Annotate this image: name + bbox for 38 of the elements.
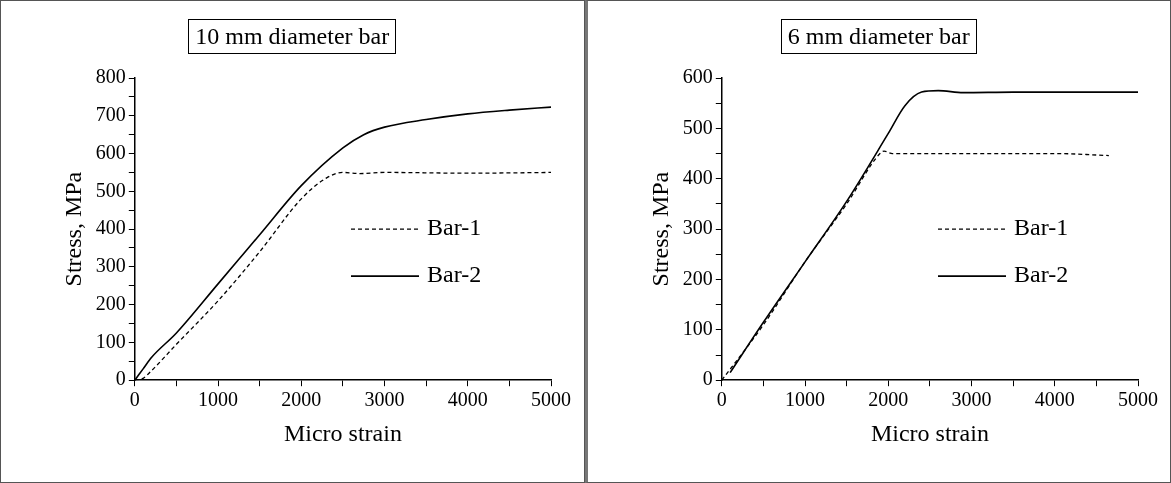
- y-tick-label: 400: [682, 165, 713, 188]
- y-tick-label: 600: [95, 140, 126, 163]
- y-tick-label: 400: [95, 216, 126, 239]
- x-axis-title: Micro strain: [283, 419, 402, 446]
- x-tick-label: 1000: [784, 388, 825, 411]
- x-axis-title: Micro strain: [870, 419, 989, 446]
- x-tick-label: 3000: [364, 388, 405, 411]
- y-tick-label: 100: [95, 329, 126, 352]
- y-tick-label: 600: [682, 65, 713, 88]
- x-tick-label: 4000: [447, 388, 488, 411]
- x-tick-label: 5000: [531, 388, 571, 411]
- x-tick-label: 4000: [1034, 388, 1075, 411]
- y-tick-label: 100: [682, 317, 713, 340]
- legend-label: Bar-2: [1013, 261, 1068, 288]
- y-tick-label: 500: [682, 115, 713, 138]
- x-tick-label: 2000: [281, 388, 322, 411]
- y-tick-label: 800: [95, 65, 126, 88]
- legend-label: Bar-1: [427, 214, 482, 241]
- x-tick-label: 0: [129, 388, 140, 411]
- x-tick-label: 0: [716, 388, 727, 411]
- x-tick-label: 2000: [867, 388, 908, 411]
- y-tick-label: 200: [682, 266, 713, 289]
- y-tick-label: 0: [115, 367, 126, 390]
- y-axis-title: Stress, MPa: [646, 171, 673, 287]
- y-tick-label: 0: [702, 367, 713, 390]
- y-tick-label: 700: [95, 103, 126, 126]
- y-axis-title: Stress, MPa: [59, 171, 86, 287]
- chart-title: 6 mm diameter bar: [780, 19, 977, 54]
- x-tick-label: 3000: [951, 388, 992, 411]
- y-tick-label: 300: [95, 254, 126, 277]
- x-tick-label: 1000: [198, 388, 239, 411]
- y-tick-label: 300: [682, 216, 713, 239]
- x-tick-label: 5000: [1117, 388, 1158, 411]
- y-tick-label: 200: [95, 291, 126, 314]
- legend-label: Bar-1: [1013, 214, 1068, 241]
- chart-title: 10 mm diameter bar: [188, 19, 397, 54]
- y-tick-label: 500: [95, 178, 126, 201]
- legend-label: Bar-2: [427, 261, 482, 288]
